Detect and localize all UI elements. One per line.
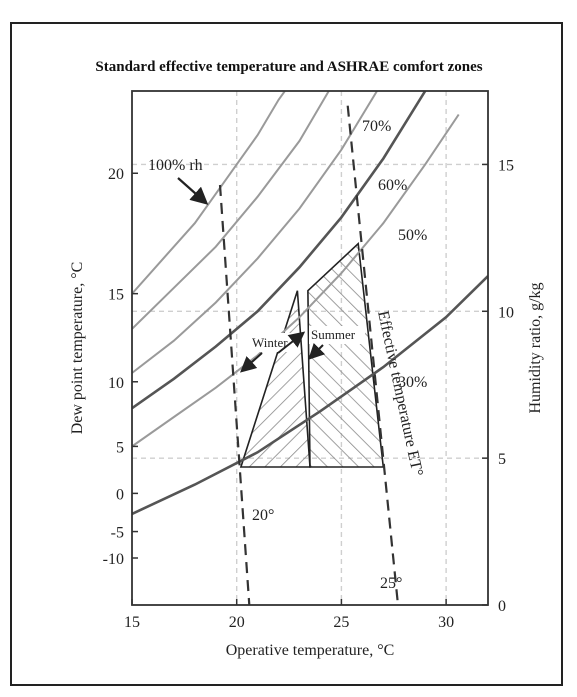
- y-right-tick-label: 5: [498, 451, 506, 468]
- rh-curve-2: [132, 91, 378, 374]
- label-rh30: 30%: [398, 374, 427, 391]
- y-left-tick-label: 0: [116, 486, 124, 503]
- arrow-summer: [308, 342, 326, 360]
- x-tick-label: 20: [229, 614, 245, 631]
- label-winter: Winter: [252, 335, 288, 350]
- y-left-tick-label: -5: [111, 525, 124, 542]
- rh-curve-4: [132, 113, 460, 448]
- y-right-tick-label: 10: [498, 304, 514, 321]
- y-left-tick-label: -10: [103, 551, 124, 568]
- label-rh70: 70%: [362, 118, 391, 135]
- rh-curve-0: [132, 91, 286, 295]
- rh-curve-1: [132, 91, 330, 330]
- label-et20: 20°: [252, 507, 274, 524]
- summer-label-box: [309, 326, 365, 344]
- rh-curve-5: [132, 275, 488, 516]
- chart-title: Standard effective temperature and ASHRA…: [95, 59, 482, 75]
- label-rh100: 100% rh: [148, 157, 203, 174]
- label-summer: Summer: [311, 327, 356, 342]
- y-left-tick-label: 20: [108, 166, 124, 183]
- y-right-tick-label: 15: [498, 157, 514, 174]
- label-et25: 25°: [380, 575, 402, 592]
- x-tick-label: 15: [124, 614, 140, 631]
- y-left-tick-label: 15: [108, 287, 124, 304]
- x-tick-label: 30: [438, 614, 454, 631]
- arrow-winter-up: [277, 331, 306, 354]
- plot-area-border: [131, 90, 489, 606]
- summer-comfort-zone: [307, 242, 385, 468]
- et-line-1: [346, 105, 400, 605]
- x-tick-label: 25: [333, 614, 349, 631]
- y-left-tick-label: 5: [116, 439, 124, 456]
- arrow-winter: [240, 352, 263, 373]
- y-right-tick-label: 0: [498, 598, 506, 615]
- y-axis-right-label: Humidity ratio, g/kg: [527, 282, 544, 413]
- y-axis-left-label: Dew point temperature, °C: [69, 262, 86, 435]
- y-left-tick-label: 10: [108, 375, 124, 392]
- label-rh60: 60%: [378, 177, 407, 194]
- rh-curve-3: [132, 91, 427, 410]
- x-axis-label: Operative temperature, °C: [226, 642, 395, 659]
- arrow-rh100: [177, 177, 209, 205]
- et-line-0: [218, 184, 251, 605]
- label-rh50: 50%: [398, 227, 427, 244]
